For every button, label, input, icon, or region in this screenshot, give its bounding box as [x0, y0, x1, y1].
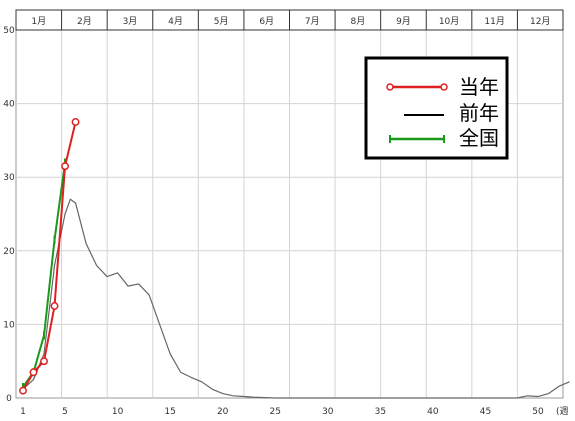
x-tick-label: 30: [322, 407, 334, 417]
y-tick-label: 20: [3, 247, 15, 257]
x-axis: 1 5 10 15 20 25 30 35 40 45 50 (週: [20, 406, 568, 417]
legend-item-previous-year: 前年: [404, 101, 499, 125]
x-axis-unit: (週: [556, 406, 569, 417]
data-point-current-year: [61, 162, 69, 171]
legend-label-national: 全国: [459, 126, 499, 150]
x-tick-label: 5: [62, 407, 68, 417]
series-line-0: [22, 121, 77, 392]
month-label: 11月: [484, 16, 504, 27]
month-label: 1月: [31, 16, 46, 27]
y-tick-label: 30: [3, 173, 15, 183]
legend-label-previous-year: 前年: [459, 101, 499, 125]
month-header: 1月 2月 3月 4月 5月 6月 7月 8月 9月 10月 11月 12月: [31, 10, 550, 30]
x-tick-label: 50: [532, 407, 544, 417]
month-label: 2月: [77, 16, 92, 27]
data-point-current-year: [40, 357, 48, 366]
y-tick-label: 50: [3, 26, 15, 36]
month-label: 5月: [214, 16, 229, 27]
x-tick-label: 25: [270, 407, 281, 417]
y-axis: 0 10 20 30 40 50: [3, 26, 15, 404]
x-tick-label: 35: [375, 407, 386, 417]
month-label: 8月: [351, 16, 366, 27]
y-tick-label: 40: [3, 100, 15, 110]
legend-label-current-year: 当年: [459, 75, 499, 99]
legend-marker-current-year: [386, 83, 394, 91]
legend-item-national: 全国: [389, 126, 499, 150]
series-layer: [19, 118, 570, 399]
data-point-current-year: [71, 118, 80, 126]
month-label: 4月: [168, 16, 183, 27]
data-point-current-year: [19, 386, 27, 395]
month-label: 10月: [439, 16, 459, 27]
data-point-current-year: [50, 302, 59, 310]
x-tick-label: 10: [112, 407, 124, 417]
y-tick-label: 10: [3, 320, 15, 330]
x-tick-label: 20: [217, 407, 229, 417]
y-tick-label: 0: [6, 394, 12, 404]
legend: 当年 前年 全国: [364, 56, 509, 160]
legend-item-current-year: 当年: [386, 75, 499, 99]
x-tick-label: 40: [427, 407, 439, 417]
month-label: 7月: [305, 16, 320, 27]
legend-marker-current-year: [440, 83, 448, 91]
x-tick-label: 15: [164, 407, 175, 417]
month-label: 6月: [259, 16, 274, 27]
data-point-current-year: [29, 368, 38, 377]
month-label: 12月: [530, 16, 550, 27]
month-label: 3月: [123, 16, 138, 27]
x-tick-label: 45: [480, 407, 491, 417]
x-tick-label: 1: [20, 407, 26, 417]
series-line-1: [22, 198, 570, 399]
month-label: 9月: [396, 16, 411, 27]
